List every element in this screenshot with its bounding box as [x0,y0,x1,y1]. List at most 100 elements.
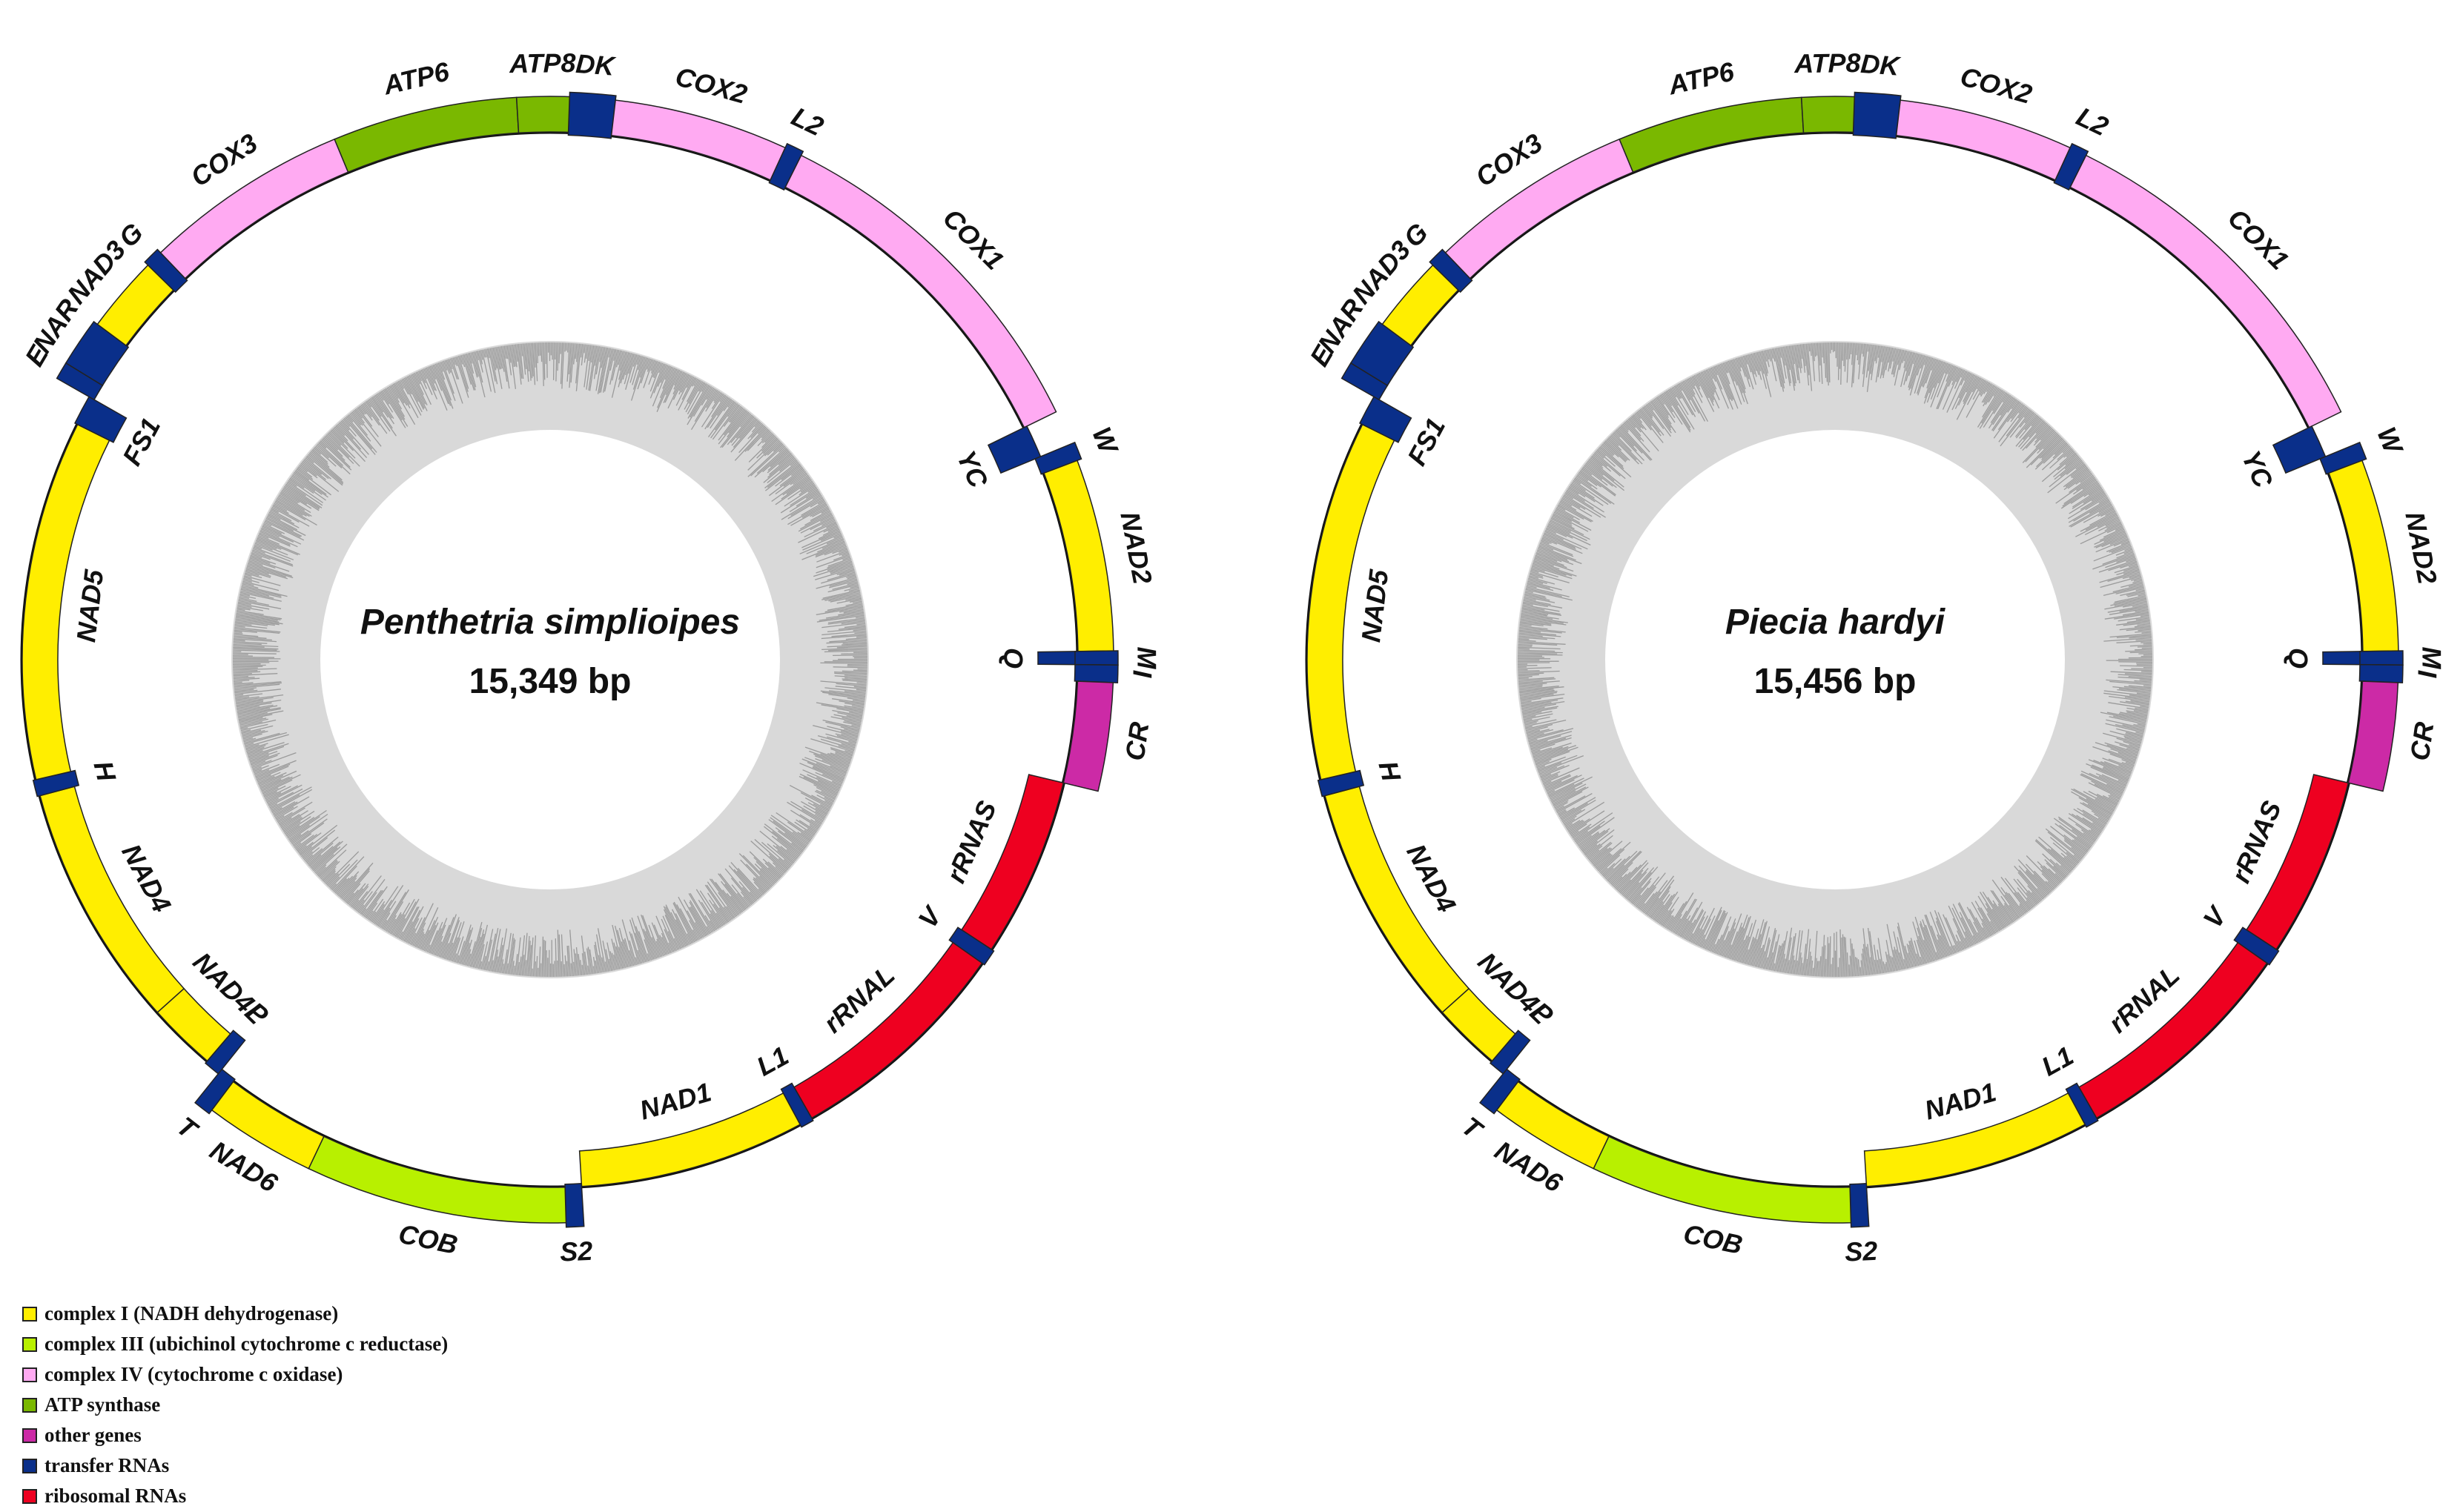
gene-i [1074,663,1119,684]
gene-atp6 [334,96,520,173]
gene-label-q: Q [2283,648,2313,669]
gene-p [1489,1029,1531,1075]
gene-yc [987,425,1042,474]
gene-cob [1593,1135,1852,1224]
legend-swatch-complex-iii [22,1336,37,1352]
gene-label-s2: S2 [1844,1236,1878,1267]
gene-s2 [1849,1182,1870,1228]
gene-g [144,248,188,294]
gene-nad1 [578,1092,801,1187]
gene-atp6 [1619,96,1805,173]
gene-label-h: H [87,758,122,785]
gene-label-v: V [2197,900,2233,933]
gene-label-nad4: NAD4 [116,839,177,918]
gene-label-nad5: NAD5 [1355,568,1394,644]
gene-nad2 [1043,460,1114,652]
gene-ring-right [1305,91,2404,1228]
gene-label-cox2: COX2 [1957,61,2035,110]
gene-i [2358,663,2404,684]
gene-w [2319,441,2367,475]
gene-label-t: T [1456,1110,1490,1146]
legend-item-ribosomal-rnas: ribosomal RNAs [22,1481,448,1511]
gene-w [1034,441,1082,475]
gene-label-s2: S2 [559,1236,593,1267]
gene-l2 [768,142,804,191]
gene-label-m: M [1131,646,1162,669]
gene-l1 [2065,1082,2099,1128]
gene-fs1 [1358,396,1412,443]
gene-nad1 [1863,1092,2086,1187]
gene-nar [1349,320,1415,387]
genome-length-left: 15,349 bp [469,662,632,701]
gene-label-nad1: NAD1 [636,1076,714,1125]
species-name-right: Piecia hardyi [1725,603,1946,642]
legend-item-transfer-rnas: transfer RNAs [22,1450,448,1481]
legend-swatch-complex-i [22,1306,37,1322]
gene-label-nad1: NAD1 [1921,1076,1999,1125]
gene-label-nad5: NAD5 [70,568,109,644]
gene-h [1317,769,1365,798]
gene-ring-left [20,91,1119,1228]
gene-label-l2: L2 [787,101,828,142]
density-ticks [1517,342,2153,978]
gene-v [948,926,995,966]
gene-label-dk: DK [575,48,618,82]
legend-label: complex IV (cytochrome c oxidase) [44,1363,343,1385]
gene-label-atp8: ATP8 [509,47,576,79]
gene-label-nad2: NAD2 [1114,509,1158,586]
legend-label: transfer RNAs [44,1454,170,1476]
gene-g [1429,248,1473,294]
legend-label: complex I (NADH dehydrogenase) [44,1302,339,1324]
gene-label-atp6: ATP6 [1664,56,1737,100]
gene-label-i: I [1127,670,1157,679]
density-ring-bg [231,341,869,978]
legend-item-complex-iii: complex III (ubichinol cytochrome c redu… [22,1329,448,1359]
gene-nad2 [2328,460,2399,652]
gene-label-nad4: NAD4 [1401,839,1462,918]
gene-label-t: T [171,1110,205,1146]
gene-label-yc: YC [2236,446,2279,493]
gene-label-yc: YC [951,446,994,493]
legend-label: other genes [44,1424,142,1446]
gene-cox1 [784,154,1057,428]
legend-swatch-ribosomal-rnas [22,1488,37,1504]
legend-item-complex-i: complex I (NADH dehydrogenase) [22,1299,448,1329]
gene-label-l1: L1 [752,1040,794,1081]
gene-label-w: W [1086,422,1125,459]
gene-label-m: M [2416,646,2447,669]
legend-item-other-genes: other genes [22,1420,448,1450]
gc-density-ring-right [1516,341,2154,978]
species-name-left: Penthetria simplioipes [360,603,740,642]
gene-yc [2272,425,2327,474]
gene-dk [567,91,617,139]
density-ring-bg [1516,341,2154,978]
gene-cox3 [159,138,349,279]
gene-label-l1: L1 [2037,1040,2079,1081]
gene-label-dk: DK [1859,48,1902,82]
gene-label-q: Q [998,648,1028,669]
legend-swatch-transfer-rnas [22,1458,37,1473]
legend-swatch-other-genes [22,1428,37,1443]
legend-label: ATP synthase [44,1393,161,1416]
gene-s2 [564,1182,585,1228]
gene-label-i: I [2412,670,2442,679]
gene-nar [65,320,130,387]
density-ticks [232,342,868,978]
gene-label-cr: CR [2404,720,2440,763]
gene-label-cox2: COX2 [672,61,750,110]
legend-item-atp-synthase: ATP synthase [22,1390,448,1420]
legend-item-complex-iv: complex IV (cytochrome c oxidase) [22,1359,448,1390]
gene-label-cob: COB [1681,1218,1745,1261]
gene-m [2359,650,2404,666]
gene-label-nad2: NAD2 [2399,509,2443,586]
legend-swatch-complex-iv [22,1367,37,1382]
gene-atp8 [1800,96,1856,134]
gene-cob [308,1135,567,1224]
gene-label-atp8: ATP8 [1793,47,1861,79]
legend-swatch-atp-synthase [22,1397,37,1413]
gene-atp8 [515,96,571,134]
gene-cox3 [1444,138,1634,279]
genome-length-right: 15,456 bp [1754,662,1917,701]
legend-label: complex III (ubichinol cytochrome c redu… [44,1333,449,1355]
